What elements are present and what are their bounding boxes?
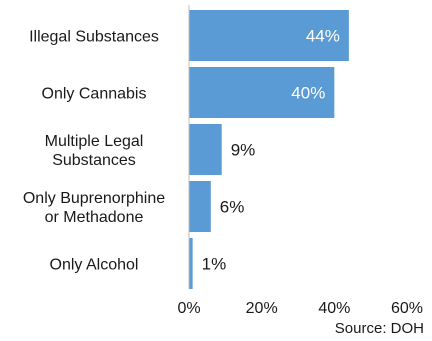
bar	[189, 124, 222, 175]
data-label: 44%	[306, 27, 340, 46]
x-tick-label: 40%	[318, 300, 350, 317]
x-tick-label: 0%	[177, 300, 200, 317]
data-label: 1%	[202, 255, 227, 274]
bars-layer	[189, 10, 349, 289]
category-label: Only Alcohol	[50, 257, 139, 274]
data-label: 9%	[231, 141, 256, 160]
x-axis-tick-labels: 0% 20% 40% 60%	[177, 300, 423, 317]
category-label: Multiple Legal Substances	[45, 133, 144, 169]
category-labels: Illegal Substances Only Cannabis Multiple …	[23, 29, 165, 274]
data-label: 6%	[220, 198, 245, 217]
source-note: Source: DOH	[335, 320, 424, 337]
data-label: 40%	[291, 84, 325, 103]
bar	[189, 67, 335, 118]
bar	[189, 238, 193, 289]
x-tick-label: 60%	[391, 300, 423, 317]
category-label: Illegal Substances	[29, 29, 159, 46]
data-labels: 44% 40% 9% 6% 1%	[202, 27, 340, 274]
x-tick-label: 20%	[246, 300, 278, 317]
bar	[189, 10, 349, 61]
bar	[189, 181, 211, 232]
category-label: Only Cannabis	[42, 86, 147, 103]
category-label: Only Buprenorphine or Methadone	[23, 190, 165, 226]
